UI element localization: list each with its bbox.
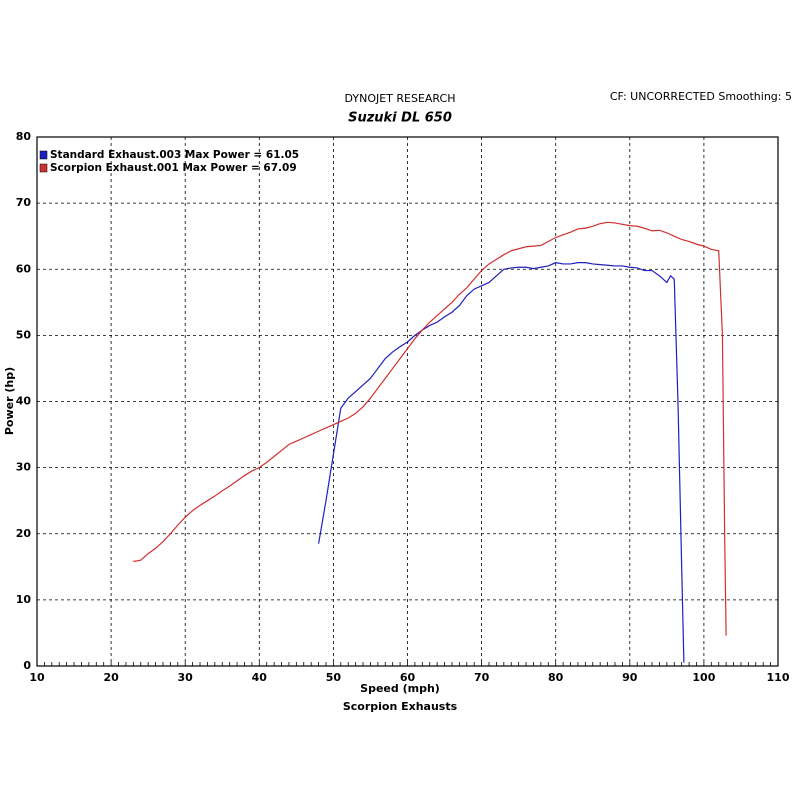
y-tick-label: 80 (16, 130, 32, 143)
y-tick-label: 0 (23, 659, 31, 672)
legend-label: Scorpion Exhaust.001 Max Power = 67.09 (50, 162, 297, 174)
y-tick-label: 60 (16, 262, 32, 275)
y-tick-label: 10 (16, 593, 32, 606)
x-axis-label: Speed (mph) (360, 682, 440, 695)
chart-subtitle: Suzuki DL 650 (348, 111, 452, 126)
chart-title: DYNOJET RESEARCH (345, 92, 456, 105)
y-tick-label: 20 (16, 527, 32, 540)
x-tick-label: 30 (178, 671, 194, 684)
legend-label: Standard Exhaust.003 Max Power = 61.05 (50, 149, 299, 161)
x-tick-label: 110 (767, 671, 790, 684)
legend-swatch (39, 163, 48, 173)
y-tick-label: 40 (16, 395, 32, 408)
x-tick-label: 80 (548, 671, 564, 684)
x-tick-label: 70 (474, 671, 490, 684)
y-axis-label: Power (hp) (3, 367, 16, 435)
series-line (317, 262, 685, 663)
series-line (133, 221, 727, 636)
x-tick-label: 90 (622, 671, 638, 684)
x-tick-label: 100 (692, 671, 715, 684)
y-tick-label: 70 (16, 196, 32, 209)
y-tick-label: 30 (16, 461, 32, 474)
x-tick-label: 10 (29, 671, 45, 684)
x-tick-label: 60 (400, 671, 416, 684)
footer: Scorpion Exhausts (343, 700, 458, 713)
x-tick-label: 50 (326, 671, 342, 684)
annotation: CF: UNCORRECTED Smoothing: 5 (610, 90, 792, 103)
x-tick-label: 40 (252, 671, 268, 684)
y-tick-label: 50 (16, 328, 32, 341)
x-tick-label: 20 (103, 671, 119, 684)
legend-swatch (39, 150, 48, 160)
